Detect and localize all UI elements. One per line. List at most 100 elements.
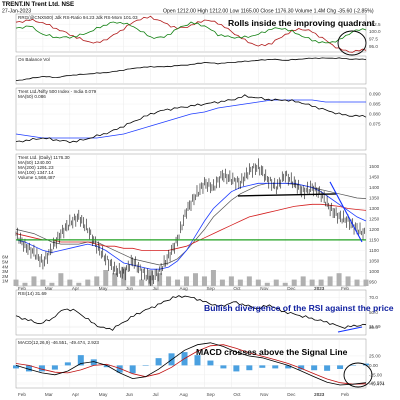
volume-tick-label: 6M bbox=[2, 255, 9, 260]
x-axis-label: Feb bbox=[18, 392, 26, 397]
price-tick-label: 1450 bbox=[369, 175, 380, 180]
macd-histogram-bar bbox=[363, 363, 369, 366]
rsi-tick-label: 50.0 bbox=[369, 310, 378, 315]
volume-bar bbox=[255, 279, 261, 286]
annotation-macd: MACD crosses above the Signal Line bbox=[196, 347, 348, 357]
price-ma-legend: MA(200) 1291.23 bbox=[18, 165, 54, 170]
x-axis-label: Mar bbox=[45, 392, 53, 397]
price-tick-label: 1400 bbox=[369, 185, 380, 190]
rs-title: Trent Ltd./Nifty 500 Index - India 0.079 bbox=[18, 89, 97, 94]
volume-legend: Volume 1,568,487 bbox=[18, 175, 55, 180]
macd-histogram-bar bbox=[129, 365, 136, 374]
macd-histogram-bar bbox=[220, 365, 227, 369]
x-axis-label-price: Oct bbox=[233, 286, 241, 291]
macd-histogram-bar bbox=[13, 365, 19, 369]
x-axis-label-price: Feb bbox=[341, 286, 349, 291]
panel-price bbox=[15, 153, 367, 287]
rsi-tick-label: 30.0 bbox=[369, 325, 378, 330]
x-axis-label: Oct bbox=[233, 392, 241, 397]
panel-obv bbox=[15, 55, 367, 85]
macd-histogram-bar bbox=[233, 365, 240, 372]
rsi-tick-label: 70.0 bbox=[369, 295, 378, 300]
x-axis-label-price: 2023 bbox=[314, 286, 325, 291]
x-axis-label-price: Jun bbox=[126, 286, 134, 291]
macd-circle-annotation bbox=[343, 362, 373, 388]
volume-bar bbox=[31, 276, 37, 286]
volume-bar bbox=[327, 276, 333, 286]
volume-bar bbox=[264, 282, 270, 286]
volume-bar bbox=[112, 273, 118, 286]
price-tick-label: 1300 bbox=[369, 206, 380, 211]
rs-ma-legend: MA(50) 0.086 bbox=[18, 94, 46, 99]
panel-relative-strength bbox=[15, 87, 367, 151]
x-axis-label-price: Aug bbox=[180, 286, 189, 291]
panel-rrg bbox=[15, 13, 367, 53]
macd-tick-label: 0.00 bbox=[369, 363, 378, 368]
neckline bbox=[237, 193, 337, 197]
price-title: Trent Ltd. (Daily) 1176.30 bbox=[18, 155, 70, 160]
price-ma-legend: MA(100) 1347.14 bbox=[18, 170, 54, 175]
volume-bar bbox=[49, 282, 55, 286]
volume-bar bbox=[94, 276, 100, 286]
macd-histogram-bar bbox=[285, 365, 292, 369]
volume-bar bbox=[184, 276, 190, 286]
macd-histogram-bar bbox=[38, 365, 45, 372]
volume-bar bbox=[309, 279, 315, 286]
volume-bar bbox=[13, 279, 19, 286]
macd-histogram-bar bbox=[77, 355, 84, 366]
x-axis-label: Sep bbox=[206, 392, 215, 397]
volume-bar bbox=[219, 279, 225, 286]
rrg-tick-label: 97.5 bbox=[369, 36, 378, 41]
ma200-line bbox=[15, 203, 367, 251]
price-tick-label: 1000 bbox=[369, 269, 380, 274]
macd-histogram-bar bbox=[324, 365, 331, 371]
rrg-tick-label: 100.0 bbox=[369, 29, 381, 34]
macd-histogram-bar bbox=[155, 358, 162, 366]
rrg-circle-annotation bbox=[337, 30, 367, 56]
price-tick-label: 1100 bbox=[369, 248, 379, 253]
volume-bar bbox=[201, 276, 207, 286]
annotation-rsi: Bullish divergence of the RSI against th… bbox=[204, 303, 394, 313]
rrg-mom-line bbox=[15, 21, 367, 44]
volume-tick-label: 3M bbox=[2, 269, 9, 274]
rsi-line bbox=[15, 295, 367, 331]
volume-bar bbox=[103, 270, 109, 286]
volume-bar bbox=[139, 279, 145, 286]
macd-histogram-bar bbox=[103, 365, 110, 368]
obv-title: On Balance Vol bbox=[18, 57, 50, 62]
macd-histogram-bar bbox=[337, 365, 344, 370]
header-ohlc: Open 1212.00 High 1212.00 Low 1165.00 Cl… bbox=[163, 9, 374, 15]
volume-bar bbox=[228, 276, 234, 286]
volume-bar bbox=[40, 279, 46, 286]
price-tick-label: 1050 bbox=[369, 258, 380, 263]
macd-tick-label: -25.00 bbox=[369, 372, 382, 377]
macd-histogram-bar bbox=[350, 365, 357, 366]
volume-tick-label: 4M bbox=[2, 264, 9, 269]
volume-bar bbox=[354, 279, 360, 286]
volume-tick-label: 5M bbox=[2, 260, 9, 265]
macd-title: MACD(12,26,9) -46.551, -49.474, 2.923 bbox=[18, 340, 99, 345]
rrg-tick-label: 102.5 bbox=[369, 22, 381, 27]
volume-bar bbox=[67, 279, 73, 286]
macd-histogram-bar bbox=[207, 360, 214, 366]
x-axis-label: Jun bbox=[126, 392, 134, 397]
x-axis-label: Aug bbox=[180, 392, 189, 397]
x-axis-label-price: Sep bbox=[206, 286, 215, 291]
rs-ratio-line bbox=[15, 94, 367, 144]
macd-histogram-bar bbox=[272, 365, 279, 369]
rs-tick-label: 0.075 bbox=[369, 122, 381, 127]
x-axis-label-price: Nov bbox=[260, 286, 269, 291]
macd-signal-line bbox=[15, 344, 367, 385]
volume-bar bbox=[58, 273, 64, 286]
volume-bar bbox=[345, 276, 351, 286]
macd-histogram-bar bbox=[246, 365, 253, 371]
macd-tick-label: -49.474 bbox=[369, 382, 385, 387]
annotation-rrg: Rolls inside the improving quadrant bbox=[228, 18, 375, 28]
falling-trendline bbox=[329, 181, 363, 243]
volume-bar bbox=[210, 270, 216, 286]
x-axis-label-price: Mar bbox=[45, 286, 53, 291]
rs-tick-label: 0.080 bbox=[369, 112, 381, 117]
x-axis-label-price: Dec bbox=[287, 286, 296, 291]
macd-tick-label: -46.551 bbox=[369, 381, 385, 386]
price-tick-label: 950 bbox=[369, 279, 377, 284]
